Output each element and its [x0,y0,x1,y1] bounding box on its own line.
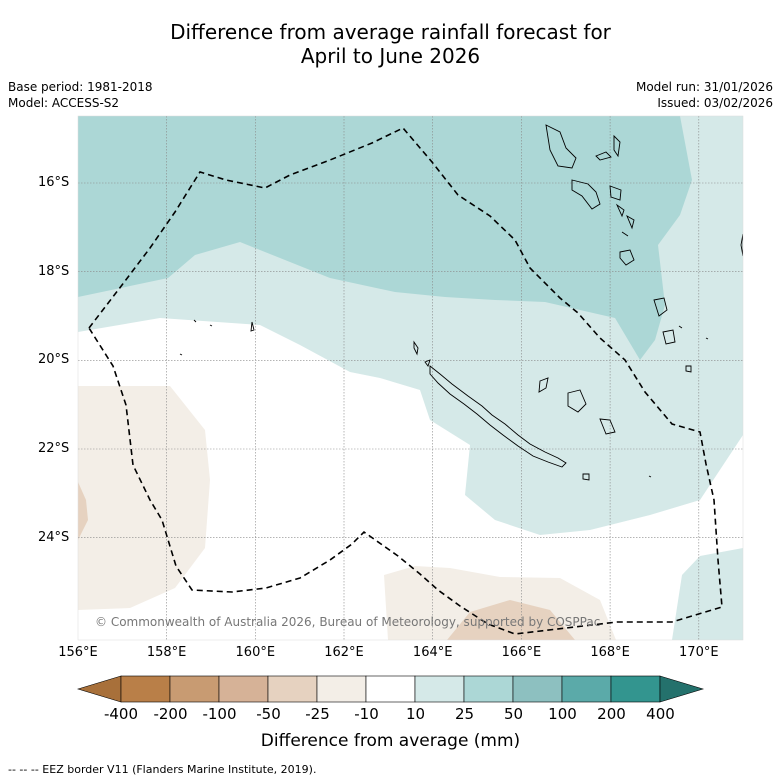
new-caledonia [429,365,567,468]
lat-tick-18s: 18°S [38,264,70,279]
colorbar-segment [610,675,661,703]
title-line-1: Difference from average rainfall forecas… [170,20,611,44]
cb-label-neg25: -25 [305,705,330,723]
colorbar-arrow-left [76,675,122,703]
colorbar-segment [512,675,563,703]
colorbar-segment [463,675,514,703]
title-line-2: April to June 2026 [300,44,481,68]
map-frame [77,115,744,641]
model-name: Model: ACCESS-S2 [8,96,120,110]
colorbar-segment [120,675,171,703]
lat-tick-20s: 20°S [38,352,70,367]
lon-tick-164e: 164°E [412,645,453,660]
colorbar-segment [561,675,612,703]
copyright-text: © Commonwealth of Australia 2026, Bureau… [95,615,600,629]
contour-25-50 [78,116,692,360]
issued-date: Issued: 03/02/2026 [657,96,773,110]
cb-label-neg200: -200 [153,705,188,723]
cb-label-200: 200 [597,705,626,723]
lon-tick-158e: 158°E [146,645,187,660]
contour-neg-25-left [78,386,210,610]
cb-label-neg400: -400 [103,705,139,723]
colorbar-segment [414,675,465,703]
base-period: Base period: 1981-2018 [8,80,153,94]
cb-label-400: 400 [646,705,675,723]
lon-tick-162e: 162°E [324,645,364,660]
lat-tick-24s: 24°S [38,530,70,545]
meta-right: Model run: 31/01/2026 Issued: 03/02/2026 [636,79,773,111]
eez-footnote: -- -- -- EEZ border V11 (Flanders Marine… [8,763,317,776]
colorbar-arrow-right [659,675,705,703]
chart-title: Difference from average rainfall forecas… [0,20,781,68]
model-run: Model run: 31/01/2026 [635,80,773,94]
colorbar-segment [365,675,416,703]
lon-tick-170e: 170°E [679,645,719,660]
gridlines [78,116,743,640]
islands [179,124,743,481]
lat-tick-16s: 16°S [38,175,70,190]
lon-tick-166e: 166°E [501,645,542,660]
eez-border [88,127,723,635]
lon-tick-156e: 156°E [58,645,98,660]
cb-label-50: 50 [503,705,524,723]
cb-label-neg100: -100 [202,705,237,723]
cb-label-25: 25 [454,705,475,723]
contour-neg-50-left [78,482,88,540]
colorbar-segment [316,675,367,703]
cb-label-10: 10 [405,705,426,723]
meta-left: Base period: 1981-2018 Model: ACCESS-S2 [8,79,153,111]
colorbar-segment [267,675,318,703]
colorbar-segment [169,675,220,703]
colorbar-title: Difference from average (mm) [260,731,521,751]
lon-tick-168e: 168°E [590,645,630,660]
map-area: © Commonwealth of Australia 2026, Bureau… [78,116,743,640]
colorbar-segment [218,675,269,703]
cb-label-neg10: -10 [354,705,379,723]
cb-label-100: 100 [548,705,577,723]
lat-tick-22s: 22°S [38,441,70,456]
colorbar [76,675,705,703]
lon-tick-160e: 160°E [235,645,276,660]
cb-label-neg50: -50 [256,705,281,723]
